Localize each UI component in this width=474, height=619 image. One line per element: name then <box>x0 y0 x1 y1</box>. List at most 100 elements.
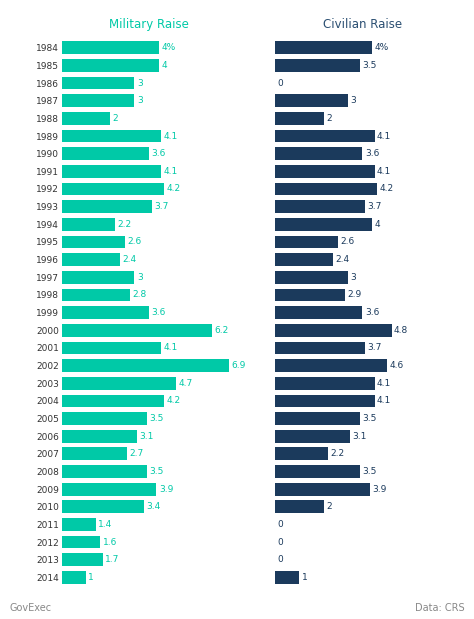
Text: 6.2: 6.2 <box>215 326 229 335</box>
Text: 2.7: 2.7 <box>130 449 144 458</box>
Text: 4.2: 4.2 <box>166 396 180 405</box>
Text: 4.8: 4.8 <box>394 326 408 335</box>
Text: 0: 0 <box>277 79 283 87</box>
Bar <box>62 394 164 407</box>
Bar <box>62 518 96 531</box>
Text: 3.5: 3.5 <box>362 61 377 70</box>
Text: Civilian Raise: Civilian Raise <box>323 18 402 31</box>
Text: 4.7: 4.7 <box>178 379 192 387</box>
Bar <box>275 501 323 513</box>
Bar <box>62 501 144 513</box>
Text: 1: 1 <box>301 573 308 582</box>
Text: 3: 3 <box>137 79 143 87</box>
Text: 3.5: 3.5 <box>362 467 377 476</box>
Text: 2: 2 <box>113 114 118 123</box>
Bar <box>62 448 127 460</box>
Text: 3.5: 3.5 <box>362 414 377 423</box>
Text: 3.7: 3.7 <box>367 202 382 211</box>
Text: 4%: 4% <box>374 43 389 52</box>
Text: GovExec: GovExec <box>9 603 52 613</box>
Text: 3.1: 3.1 <box>139 431 154 441</box>
Text: 4.1: 4.1 <box>377 379 391 387</box>
Text: 4.1: 4.1 <box>377 396 391 405</box>
Bar <box>275 183 377 196</box>
Text: 3.9: 3.9 <box>159 485 173 494</box>
Text: 1.6: 1.6 <box>103 538 117 547</box>
Bar <box>62 112 110 124</box>
Bar <box>275 430 350 443</box>
Text: 2.6: 2.6 <box>340 238 355 246</box>
Text: 0: 0 <box>277 555 283 565</box>
Text: 4.1: 4.1 <box>377 131 391 141</box>
Text: 2.4: 2.4 <box>336 255 350 264</box>
Bar <box>275 465 360 478</box>
Text: 3.6: 3.6 <box>152 149 166 158</box>
Bar <box>275 41 372 54</box>
Text: 3.4: 3.4 <box>146 503 161 511</box>
Bar <box>62 59 159 72</box>
Bar <box>62 147 149 160</box>
Text: 3.7: 3.7 <box>367 344 382 352</box>
Bar <box>62 165 161 178</box>
Bar <box>275 359 387 372</box>
Bar <box>62 77 135 89</box>
Bar <box>62 571 86 584</box>
Bar <box>275 165 374 178</box>
Text: 3.5: 3.5 <box>149 467 164 476</box>
Text: 3.6: 3.6 <box>365 149 379 158</box>
Text: 3.9: 3.9 <box>372 485 386 494</box>
Bar <box>275 394 374 407</box>
Text: 4.2: 4.2 <box>379 184 393 194</box>
Text: 4: 4 <box>374 220 380 229</box>
Bar <box>62 430 137 443</box>
Bar <box>62 218 115 231</box>
Bar <box>275 253 333 266</box>
Bar <box>275 112 323 124</box>
Bar <box>275 129 374 142</box>
Bar <box>62 253 120 266</box>
Bar <box>62 536 100 548</box>
Bar <box>275 201 365 213</box>
Text: 1: 1 <box>88 573 94 582</box>
Text: 4.2: 4.2 <box>166 184 180 194</box>
Bar <box>275 288 346 301</box>
Text: 3: 3 <box>137 273 143 282</box>
Bar <box>62 483 156 496</box>
Bar <box>275 59 360 72</box>
Bar <box>62 183 164 196</box>
Text: 2.9: 2.9 <box>348 290 362 300</box>
Bar <box>62 129 161 142</box>
Text: 1.4: 1.4 <box>98 520 112 529</box>
Text: 3: 3 <box>137 96 143 105</box>
Bar <box>62 201 152 213</box>
Bar <box>275 147 362 160</box>
Text: 3.5: 3.5 <box>149 414 164 423</box>
Text: 4.6: 4.6 <box>389 361 403 370</box>
Text: 2.2: 2.2 <box>118 220 132 229</box>
Bar <box>275 412 360 425</box>
Bar <box>62 553 103 566</box>
Text: 0: 0 <box>277 538 283 547</box>
Bar <box>62 94 135 107</box>
Text: 3.6: 3.6 <box>365 308 379 317</box>
Text: 2.6: 2.6 <box>127 238 141 246</box>
Bar <box>275 236 338 248</box>
Text: 0: 0 <box>277 520 283 529</box>
Text: 4.1: 4.1 <box>164 167 178 176</box>
Text: 1.7: 1.7 <box>105 555 120 565</box>
Text: 4.1: 4.1 <box>164 344 178 352</box>
Bar <box>275 483 370 496</box>
Bar <box>62 324 212 337</box>
Bar <box>275 271 348 284</box>
Bar <box>275 342 365 354</box>
Bar <box>62 377 176 389</box>
Text: 3: 3 <box>350 96 356 105</box>
Bar <box>62 288 130 301</box>
Text: 4%: 4% <box>161 43 175 52</box>
Bar <box>275 218 372 231</box>
Bar <box>275 571 299 584</box>
Text: Data: CRS: Data: CRS <box>415 603 465 613</box>
Bar <box>275 377 374 389</box>
Text: 2.2: 2.2 <box>331 449 345 458</box>
Bar <box>62 306 149 319</box>
